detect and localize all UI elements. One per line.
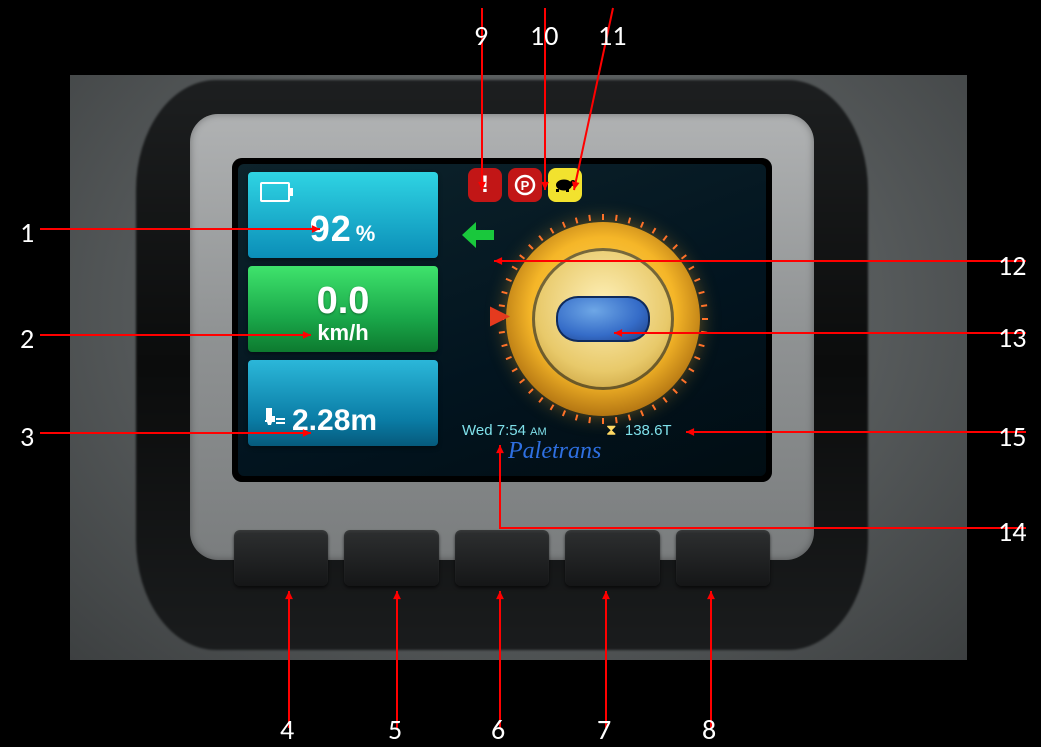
clock-readout: Wed 7:54 AM <box>462 422 547 439</box>
callout-label-4: 4 <box>280 712 294 747</box>
wheel-indicator <box>556 296 650 342</box>
hardware-button-5[interactable] <box>676 530 770 586</box>
lift-tile: 2.28m <box>248 360 438 446</box>
display-housing: 92% 0.0 km/h 2.28m <box>136 80 868 650</box>
hardware-button-2[interactable] <box>344 530 438 586</box>
battery-tile: 92% <box>248 172 438 258</box>
hours-readout: ⧗ 138.6T <box>606 422 672 439</box>
hardware-button-1[interactable] <box>234 530 328 586</box>
lift-value: 2.28 <box>292 404 350 437</box>
turn-left-icon <box>462 222 494 253</box>
dial-pointer-icon <box>488 305 510 334</box>
speed-value: 0.0 <box>248 280 438 323</box>
callout-label-14: 14 <box>998 514 1026 549</box>
hardware-button-3[interactable] <box>455 530 549 586</box>
callout-label-10: 10 <box>530 18 558 53</box>
callout-label-2: 2 <box>20 321 34 356</box>
lcd-screen: 92% 0.0 km/h 2.28m <box>238 164 766 476</box>
callout-label-8: 8 <box>702 712 716 747</box>
speed-unit: km/h <box>248 320 438 346</box>
battery-value: 92 <box>310 208 352 249</box>
steering-dial <box>498 214 708 424</box>
parking-brake-icon: P <box>508 168 542 202</box>
forklift-icon <box>264 404 286 428</box>
battery-icon <box>260 182 290 202</box>
callout-label-7: 7 <box>597 712 611 747</box>
svg-text:P: P <box>521 178 530 193</box>
callout-label-5: 5 <box>388 712 402 747</box>
callout-label-3: 3 <box>20 419 34 454</box>
warning-icon: ! <box>468 168 502 202</box>
hourglass-icon: ⧗ <box>606 422 617 439</box>
turtle-icon <box>548 168 582 202</box>
lift-unit: m <box>350 404 377 437</box>
brand-logo: Paletrans <box>508 438 601 465</box>
callout-label-1: 1 <box>20 215 34 250</box>
callout-label-12: 12 <box>998 248 1026 283</box>
battery-unit: % <box>356 221 377 246</box>
callout-label-15: 15 <box>998 419 1026 454</box>
hardware-button-4[interactable] <box>565 530 659 586</box>
callout-label-13: 13 <box>998 320 1026 355</box>
callout-label-6: 6 <box>491 712 505 747</box>
callout-label-11: 11 <box>598 18 626 53</box>
speed-tile: 0.0 km/h <box>248 266 438 352</box>
callout-label-9: 9 <box>474 18 488 53</box>
